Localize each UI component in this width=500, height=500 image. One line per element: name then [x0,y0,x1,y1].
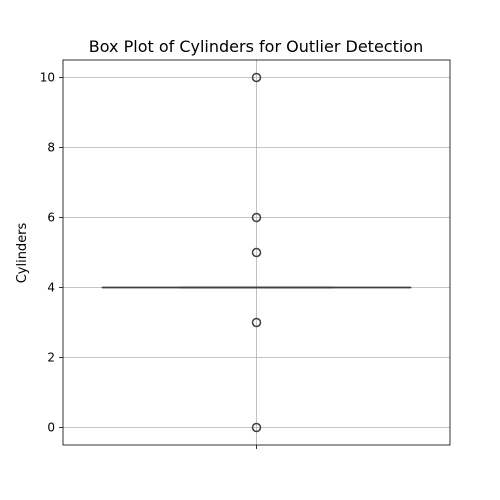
outlier-point [251,317,262,328]
y-tick-label: 6 [47,211,55,225]
chart-title: Box Plot of Cylinders for Outlier Detect… [89,37,423,56]
y-tick-label: 2 [47,351,55,365]
axis-layer: 0 2 4 6 8 10 [40,59,451,449]
y-axis-label: Cylinders [15,222,30,283]
y-tick-label: 10 [40,71,55,85]
y-tick-label: 4 [47,281,55,295]
outlier-point [251,212,262,223]
grid-layer [63,60,450,445]
y-tick-label: 8 [47,141,55,155]
plot-layer [101,72,412,433]
outlier-point [251,247,262,258]
outlier-point [251,422,262,433]
plot-frame [62,59,451,446]
y-tick-label: 0 [47,421,55,435]
outlier-point [251,72,262,83]
